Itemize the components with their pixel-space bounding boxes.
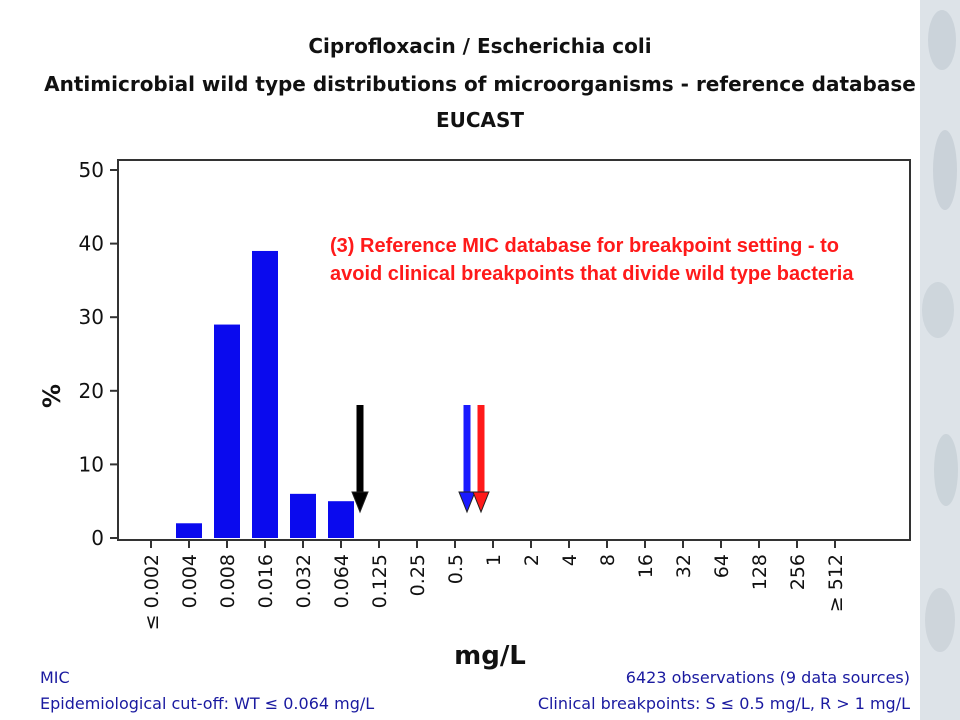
y-tick-label: 10 (79, 452, 104, 476)
x-tick-label: 1 (483, 554, 505, 566)
x-tick-label: 0.008 (217, 554, 239, 608)
x-axis-label: mg/L (454, 641, 526, 671)
x-tick-label: 128 (749, 554, 771, 590)
x-tick-label: 256 (787, 554, 809, 590)
x-tick-label: 0.004 (179, 554, 201, 608)
bar (328, 501, 354, 538)
chart-title-line1: Ciprofloxacin / Escherichia coli (308, 34, 652, 58)
bar (290, 493, 316, 538)
annotation-text: (3) Reference MIC database for breakpoin… (330, 235, 854, 285)
bar (176, 523, 202, 538)
background-decoration (920, 0, 960, 720)
footer-mic: MIC (40, 668, 70, 687)
y-ticks: 0 10 20 30 40 50 (79, 158, 118, 550)
y-tick-label: 0 (91, 526, 104, 550)
footer-observations: 6423 observations (9 data sources) (625, 668, 910, 687)
y-tick-label: 50 (79, 158, 104, 182)
x-tick-label: 32 (673, 554, 695, 578)
breakpoint-markers (351, 405, 490, 514)
footer-ecoff: Epidemiological cut-off: WT ≤ 0.064 mg/L (40, 694, 375, 713)
ecoff-arrow (351, 405, 369, 514)
x-tick-label: 4 (559, 554, 581, 566)
plot-border (117, 159, 911, 541)
x-tick-label: 8 (597, 554, 619, 566)
x-tick-label: 0.5 (445, 554, 467, 584)
y-tick-label: 40 (79, 232, 104, 256)
axes-frame (117, 159, 911, 541)
x-tick-label: 64 (711, 554, 733, 578)
x-ticks: ≤ 0.002 0.004 0.008 0.016 0.032 0.064 0.125 0.2… (141, 540, 847, 630)
bar (214, 324, 240, 538)
bar (252, 250, 278, 538)
y-tick-label: 20 (79, 379, 104, 403)
y-tick-label: 30 (79, 305, 104, 329)
x-tick-label: 2 (521, 554, 543, 566)
y-axis-label: % (38, 384, 66, 408)
x-tick-label: 0.125 (369, 554, 391, 608)
chart-title-line2: Antimicrobial wild type distributions of… (44, 72, 916, 96)
x-tick-label: 0.064 (331, 554, 353, 608)
x-tick-label: 16 (635, 554, 657, 578)
x-tick-label: ≤ 0.002 (141, 554, 163, 630)
footer-breakpoints: Clinical breakpoints: S ≤ 0.5 mg/L, R > … (537, 694, 910, 713)
x-tick-label: 0.25 (407, 554, 429, 596)
x-tick-label: ≥ 512 (825, 554, 847, 612)
bars (176, 250, 354, 538)
r-breakpoint-arrow (472, 405, 490, 514)
x-tick-label: 0.032 (293, 554, 315, 608)
x-tick-label: 0.016 (255, 554, 277, 608)
s-breakpoint-arrow (458, 405, 476, 514)
chart-title-line3: EUCAST (435, 108, 525, 132)
